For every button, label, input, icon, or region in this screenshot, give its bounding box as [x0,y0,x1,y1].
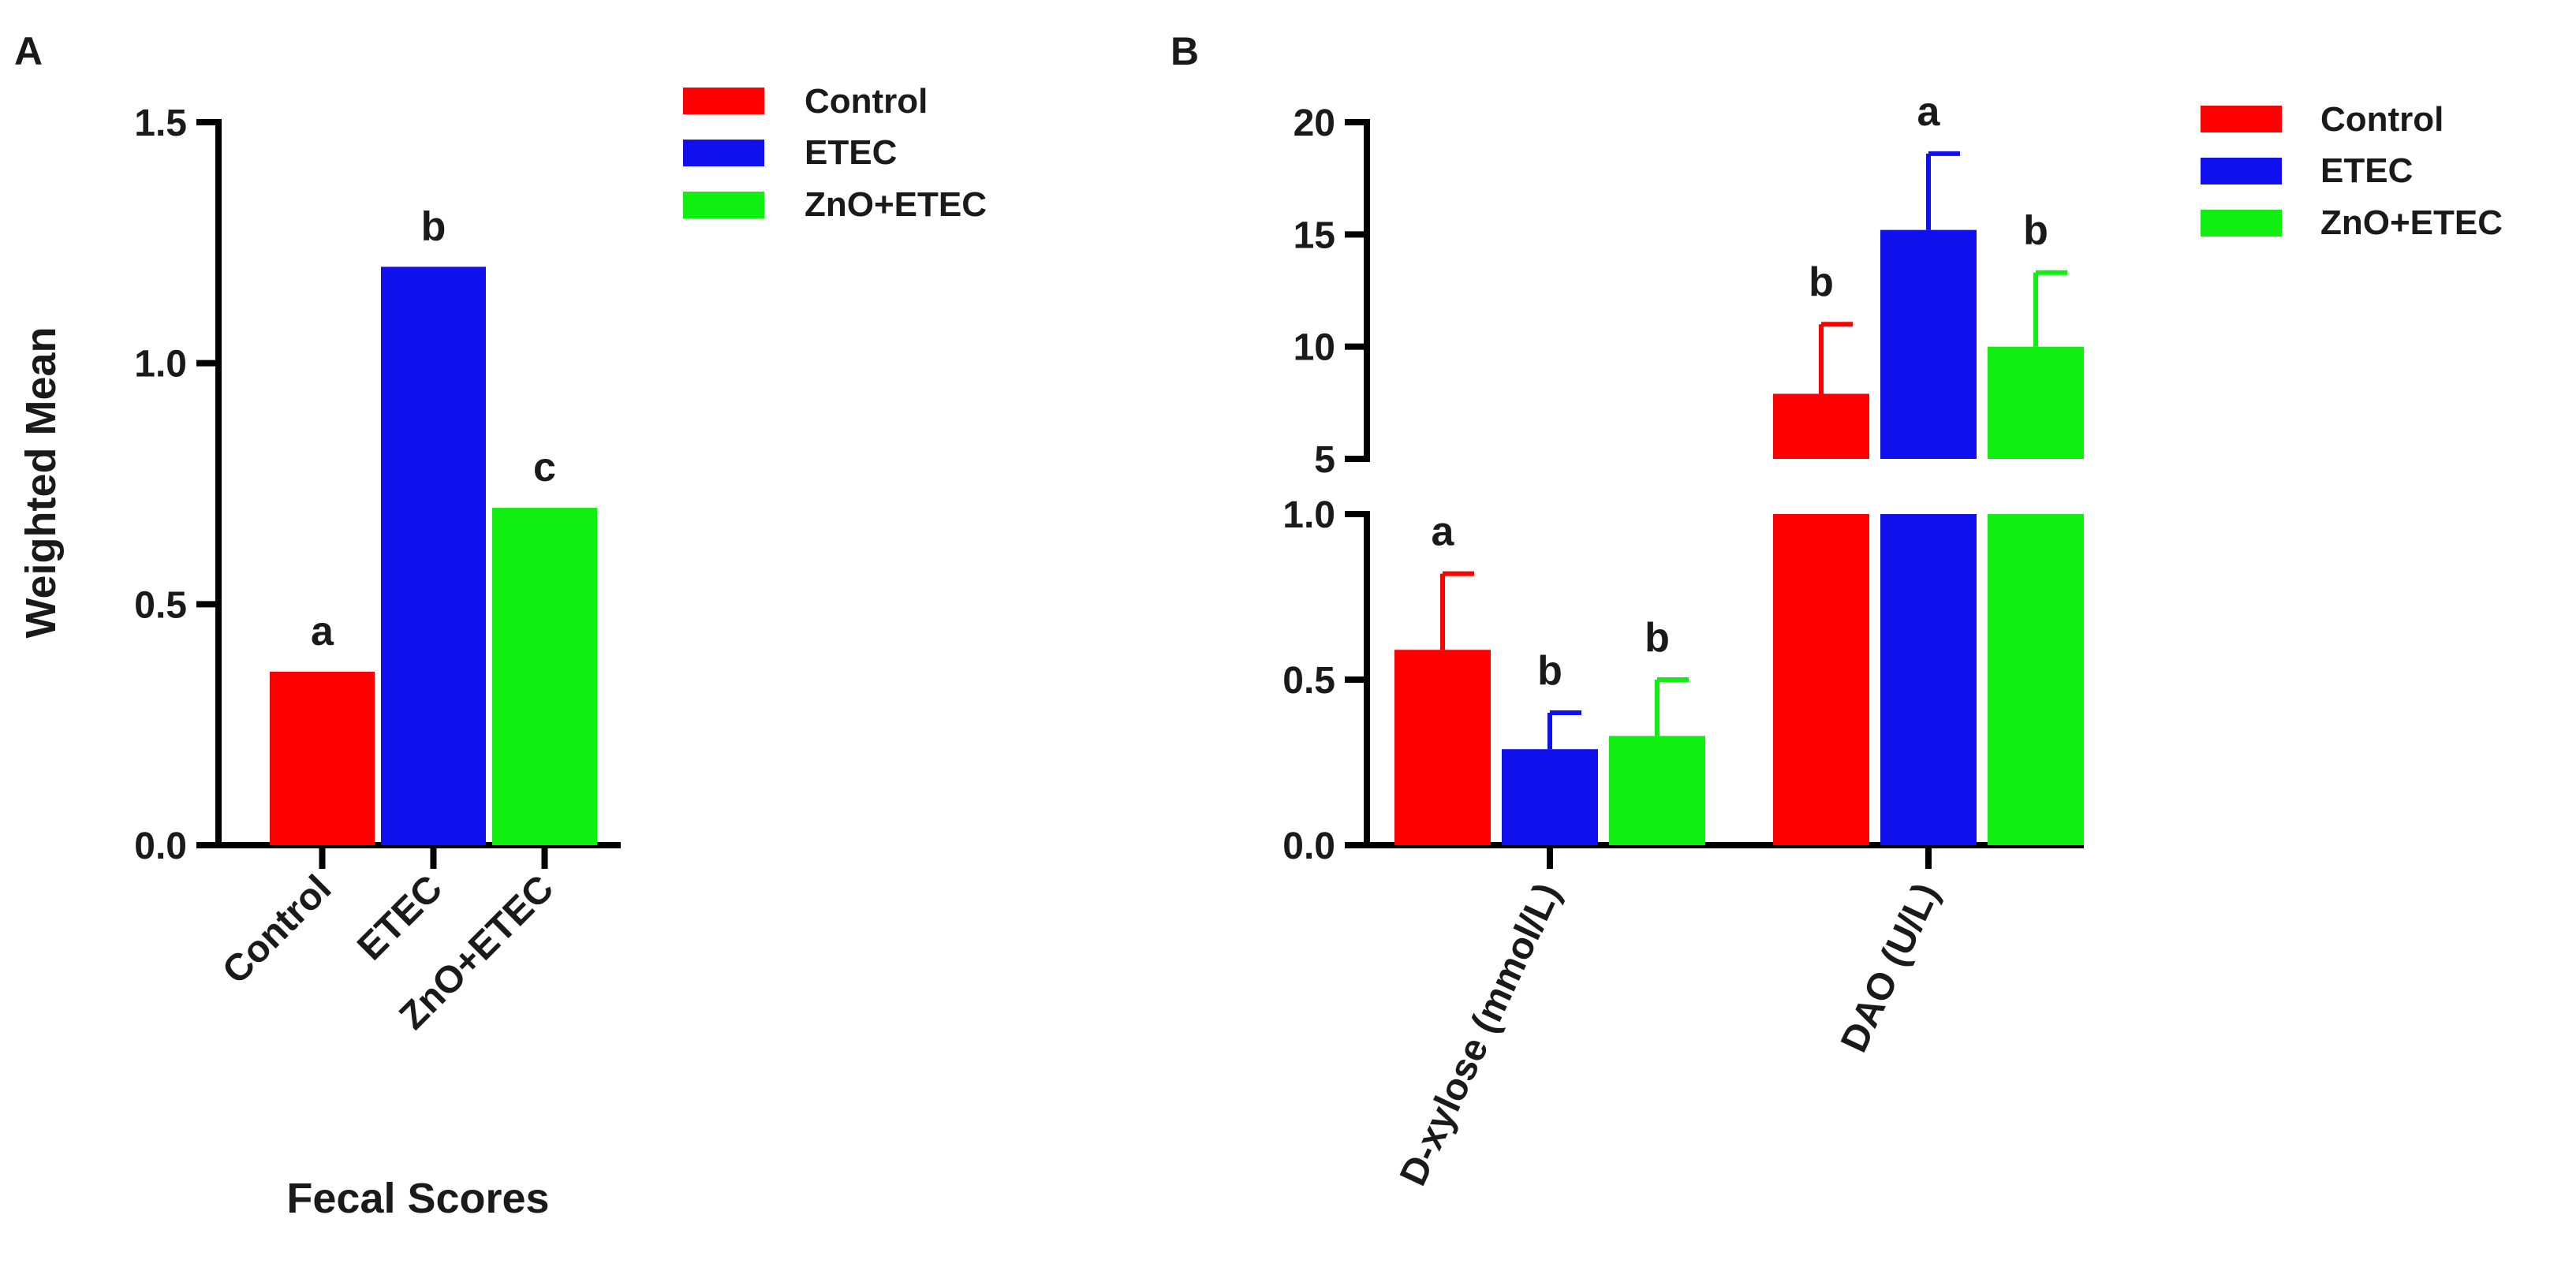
panel-b-significance-letters: a b b b a b [1432,89,2048,694]
b-bar-d-xylose-mmol-l-control [1394,650,1491,845]
legend-a-swatch-etec [683,140,764,166]
panel-a-bars [270,266,597,845]
legend-b-swatch-zno-etec [2201,210,2282,237]
b-letter-dao-u-l-etec: a [1917,89,1941,135]
legend-a-label-etec: ETEC [805,133,897,172]
b-y-tick-label-upper-1: 10 [1294,327,1335,369]
legend-b-label-control: Control [2320,100,2443,139]
a-bar-zno-etec [492,508,597,845]
b-letter-dao-u-l-zno-etec: b [2023,208,2048,254]
b-bar-upper-dao-u-l-etec [1880,229,1977,459]
panel-a-label: A [14,29,43,73]
panel-b-y-ticks: 0.0 0.5 1.0 5 10 15 20 [1282,102,1367,867]
panel-a-y-axis-title: Weighted Mean [17,326,65,638]
panel-b-error-bars [1440,151,2067,750]
a-y-tick-label-2: 1.0 [134,344,187,386]
b-y-tick-label-upper-2: 15 [1294,214,1335,256]
a-letter-zno-etec: c [533,445,556,490]
b-y-tick-label-upper-3: 20 [1294,102,1335,144]
b-bar-upper-dao-u-l-control [1773,393,1869,459]
b-y-tick-label-lower-1: 0.5 [1282,660,1335,702]
a-y-tick-label-0: 0.0 [134,825,187,867]
b-y-tick-label-lower-0: 0.0 [1282,825,1335,867]
b-letter-dao-u-l-control: b [1809,259,1834,305]
a-bar-control [270,671,375,845]
panel-a-legend: Control ETEC ZnO+ETEC [683,82,987,224]
panel-b: B 0.0 0.5 1.0 5 10 15 20 a b b b a b D-xylose (mmol… [1170,29,2503,1192]
panel-a-y-ticks: 0.0 0.5 1.0 1.5 [134,102,218,867]
legend-a-swatch-control [683,88,764,114]
a-letter-etec: b [421,203,446,249]
panel-a-x-axis-title: Fecal Scores [286,1175,549,1222]
legend-b-swatch-etec [2201,158,2282,184]
b-bar-d-xylose-mmol-l-etec [1502,749,1598,845]
b-bar-d-xylose-mmol-l-zno-etec [1609,736,1705,845]
panel-b-x-ticks: D-xylose (mmol/L) DAO (U/L) [1392,845,1947,1192]
a-x-tick-label-control: Control [215,867,339,992]
legend-b-label-etec: ETEC [2320,151,2413,190]
a-y-tick-label-1: 0.5 [134,584,187,626]
legend-a-swatch-zno-etec [683,192,764,218]
b-letter-d-xylose-mmol-l-zno-etec: b [1645,615,1670,661]
a-bar-etec [381,266,486,845]
legend-b-label-zno-etec: ZnO+ETEC [2320,203,2503,242]
legend-b-swatch-control [2201,106,2282,132]
b-bar-upper-dao-u-l-zno-etec [1988,346,2084,459]
b-letter-d-xylose-mmol-l-etec: b [1537,648,1562,694]
b-x-tick-label-dao-u-l: DAO (U/L) [1833,877,1947,1058]
b-y-tick-label-upper-0: 5 [1314,439,1335,481]
legend-a-label-zno-etec: ZnO+ETEC [805,185,987,224]
b-x-tick-label-d-xylose-mmol-l: D-xylose (mmol/L) [1392,877,1569,1191]
panel-b-label: B [1170,29,1199,73]
b-letter-d-xylose-mmol-l-control: a [1432,509,1455,555]
b-bar-lower-dao-u-l-zno-etec [1988,514,2084,845]
panel-a-significance-letters: a b c [311,203,556,654]
b-bar-lower-dao-u-l-etec [1880,514,1977,845]
legend-a-label-control: Control [805,82,928,121]
b-y-tick-label-lower-2: 1.0 [1282,494,1335,536]
a-letter-control: a [311,609,334,654]
a-y-tick-label-3: 1.5 [134,102,187,144]
panel-b-bars [1394,229,2084,845]
panel-b-legend: Control ETEC ZnO+ETEC [2201,100,2503,242]
b-bar-lower-dao-u-l-control [1773,514,1869,845]
a-x-tick-label-etec: ETEC [349,867,450,968]
